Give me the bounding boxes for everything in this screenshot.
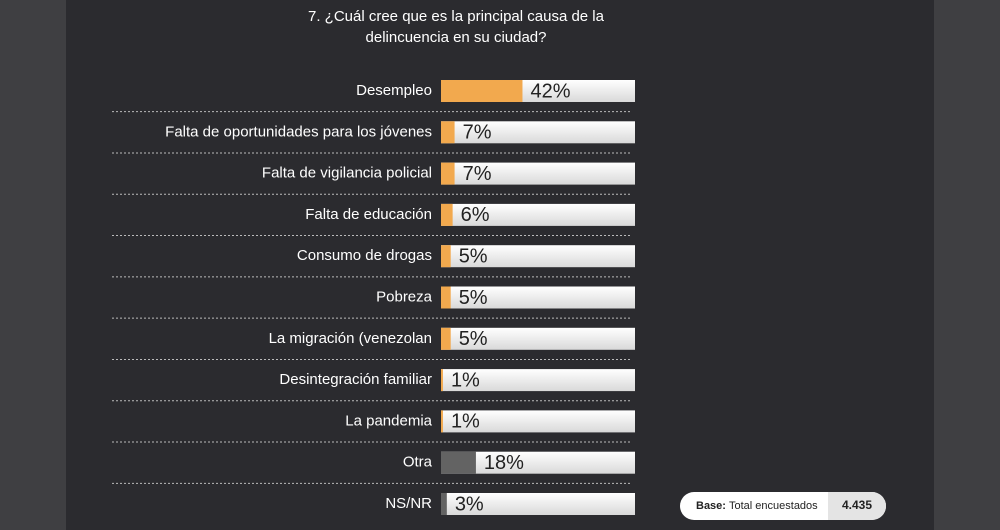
base-value: 4.435 bbox=[842, 498, 872, 512]
chart-title: 7. ¿Cuál cree que es la principal causa … bbox=[308, 8, 605, 25]
bar bbox=[441, 121, 455, 144]
base-box: Base: Total encuestados 4.435 bbox=[680, 492, 886, 520]
value-label: 6% bbox=[461, 204, 490, 226]
side-strip bbox=[0, 0, 66, 530]
category-label: Consumo de drogas bbox=[297, 247, 432, 264]
side-strip bbox=[934, 0, 1000, 530]
bar bbox=[441, 286, 451, 309]
bar-track bbox=[441, 203, 635, 226]
bar bbox=[441, 203, 453, 226]
value-label: 18% bbox=[484, 452, 524, 474]
category-label: Falta de oportunidades para los jóvenes bbox=[165, 123, 432, 140]
category-label: La pandemia bbox=[345, 412, 432, 429]
value-label: 1% bbox=[451, 411, 480, 433]
bar-track bbox=[441, 493, 635, 515]
bar bbox=[441, 410, 443, 433]
category-label: La migración (venezolan bbox=[269, 330, 432, 347]
category-label: Pobreza bbox=[376, 288, 433, 305]
value-label: 5% bbox=[459, 245, 488, 267]
bar-track bbox=[441, 286, 635, 309]
category-label: NS/NR bbox=[385, 495, 432, 512]
bar-track bbox=[441, 451, 635, 474]
bar bbox=[441, 451, 476, 474]
category-label: Desintegración familiar bbox=[279, 371, 432, 388]
bar bbox=[441, 245, 451, 268]
bar bbox=[441, 369, 443, 392]
value-label: 7% bbox=[463, 163, 492, 185]
category-label: Falta de vigilancia policial bbox=[262, 165, 432, 182]
bar bbox=[441, 327, 451, 350]
bar bbox=[441, 80, 523, 102]
base-value-bg bbox=[828, 492, 842, 520]
bar-track bbox=[441, 369, 635, 392]
bar-track bbox=[441, 327, 635, 350]
value-label: 1% bbox=[451, 369, 480, 391]
category-label: Otra bbox=[403, 454, 433, 471]
category-label: Desempleo bbox=[356, 82, 432, 99]
category-label: Falta de educación bbox=[305, 206, 432, 223]
value-label: 5% bbox=[459, 328, 488, 350]
base-text: Total encuestados bbox=[729, 500, 818, 512]
bar bbox=[441, 162, 455, 185]
bar-track bbox=[441, 410, 635, 433]
bar-track bbox=[441, 162, 635, 185]
value-label: 7% bbox=[463, 122, 492, 144]
value-label: 42% bbox=[530, 80, 570, 102]
value-label: 3% bbox=[455, 493, 484, 515]
base-value-bg bbox=[828, 492, 886, 520]
base-label: Base: bbox=[696, 500, 726, 512]
bar-track bbox=[441, 121, 635, 144]
bar-track bbox=[441, 245, 635, 268]
value-label: 5% bbox=[459, 287, 488, 309]
bar bbox=[441, 493, 447, 515]
chart-subtitle: delincuencia en su ciudad? bbox=[366, 29, 547, 46]
